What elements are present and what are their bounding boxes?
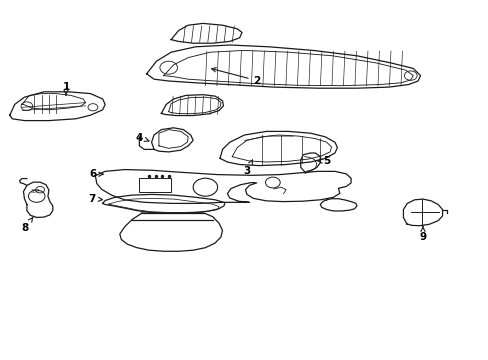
Text: 5: 5	[317, 156, 329, 166]
Polygon shape	[300, 153, 320, 173]
Text: 6: 6	[89, 169, 103, 179]
Polygon shape	[220, 131, 337, 166]
Text: 4: 4	[135, 132, 149, 143]
Text: 1: 1	[62, 82, 69, 95]
Polygon shape	[171, 23, 242, 43]
Text: 8: 8	[22, 217, 33, 233]
Polygon shape	[320, 199, 356, 211]
Text: 2: 2	[211, 68, 260, 86]
Bar	[139, 178, 171, 192]
Text: 7: 7	[88, 194, 102, 204]
Polygon shape	[23, 182, 53, 217]
Text: 300: 300	[30, 189, 40, 194]
Text: 3: 3	[243, 160, 252, 176]
Polygon shape	[146, 45, 420, 88]
Polygon shape	[102, 194, 224, 213]
Polygon shape	[151, 128, 193, 152]
Polygon shape	[161, 95, 223, 116]
Polygon shape	[403, 199, 442, 226]
Polygon shape	[95, 170, 350, 203]
Polygon shape	[10, 92, 105, 121]
Text: 9: 9	[419, 226, 426, 242]
Polygon shape	[120, 213, 222, 251]
